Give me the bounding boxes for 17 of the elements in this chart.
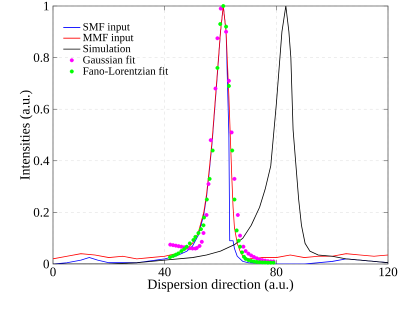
x-tick-label: 40 <box>158 268 171 276</box>
legend-label: Fano-Lorentzian fit <box>83 66 168 75</box>
legend-label: Gaussian fit <box>83 56 136 64</box>
y-tick-label: 1 <box>44 2 49 10</box>
y-tick-label: 0.2 <box>34 208 49 217</box>
legend-label: MMF input <box>83 34 134 44</box>
legend-label: SMF input <box>83 23 130 33</box>
x-tick-label: 0 <box>50 268 56 276</box>
x-tick-label: 120 <box>379 268 398 276</box>
y-tick-label: 0.8 <box>34 53 49 62</box>
y-tick-label: 0.4 <box>34 156 50 166</box>
y-tick-label: 0 <box>44 260 49 268</box>
x-tick-label: 80 <box>270 268 282 276</box>
y-tick-label: 0.6 <box>34 104 50 114</box>
x-axis-title: Dispersion direction (a.u.) <box>148 279 294 292</box>
legend-label: Simulation <box>83 44 131 52</box>
y-axis-title: Intensities (a.u.) <box>20 90 32 180</box>
